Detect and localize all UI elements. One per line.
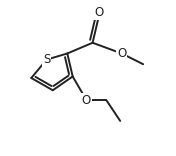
Text: O: O xyxy=(94,6,103,19)
Text: O: O xyxy=(82,94,91,107)
Text: S: S xyxy=(43,53,50,66)
Text: O: O xyxy=(117,47,126,60)
